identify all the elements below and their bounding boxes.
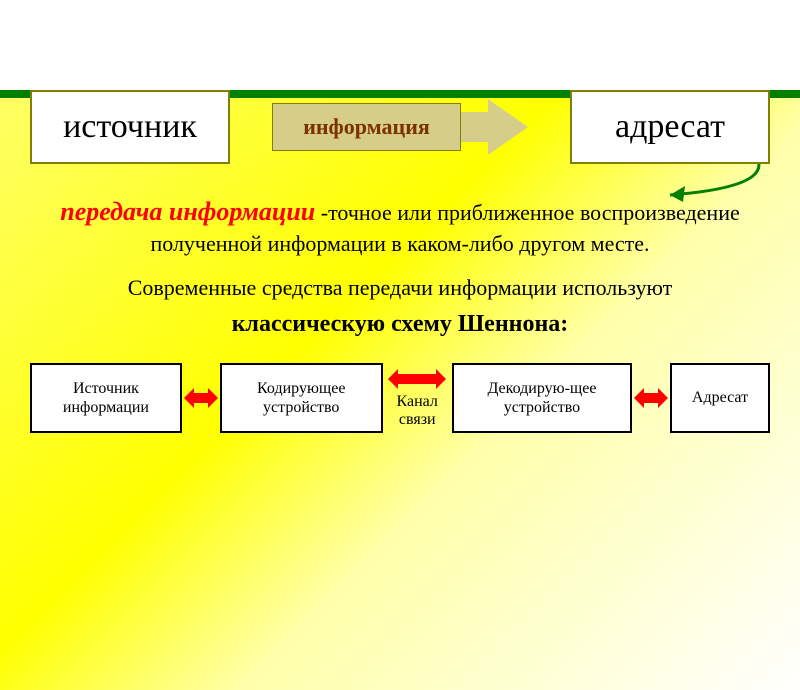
shannon-box-source: Источник информации bbox=[30, 363, 182, 433]
top-flow-row: источник информация адресат bbox=[30, 90, 770, 164]
shannon-scheme: Источник информации Кодирующее устройств… bbox=[30, 363, 770, 433]
definition-line2: Современные средства передачи информации… bbox=[30, 273, 770, 303]
double-arrow-icon bbox=[184, 386, 218, 410]
channel-label: Канал связи bbox=[383, 393, 452, 428]
shannon-box-decoder: Декодирую-щее устройство bbox=[452, 363, 632, 433]
definition-block: передача информации -точное или приближе… bbox=[30, 194, 770, 341]
arrow-label: информация bbox=[272, 103, 461, 151]
source-box: источник bbox=[30, 90, 230, 164]
definition-line3: классическую схему Шеннона: bbox=[30, 308, 770, 340]
dest-box: адресат bbox=[570, 90, 770, 164]
double-arrow-icon bbox=[634, 386, 668, 410]
shannon-box-encoder: Кодирующее устройство bbox=[220, 363, 383, 433]
channel-block: Канал связи bbox=[383, 367, 452, 428]
information-arrow: информация bbox=[272, 99, 528, 155]
shannon-box-recipient: Адресат bbox=[670, 363, 770, 433]
arrow-stem bbox=[460, 112, 490, 142]
double-arrow-icon bbox=[388, 367, 446, 391]
arrow-head-icon bbox=[488, 99, 528, 155]
definition-term: передача информации bbox=[60, 197, 315, 226]
